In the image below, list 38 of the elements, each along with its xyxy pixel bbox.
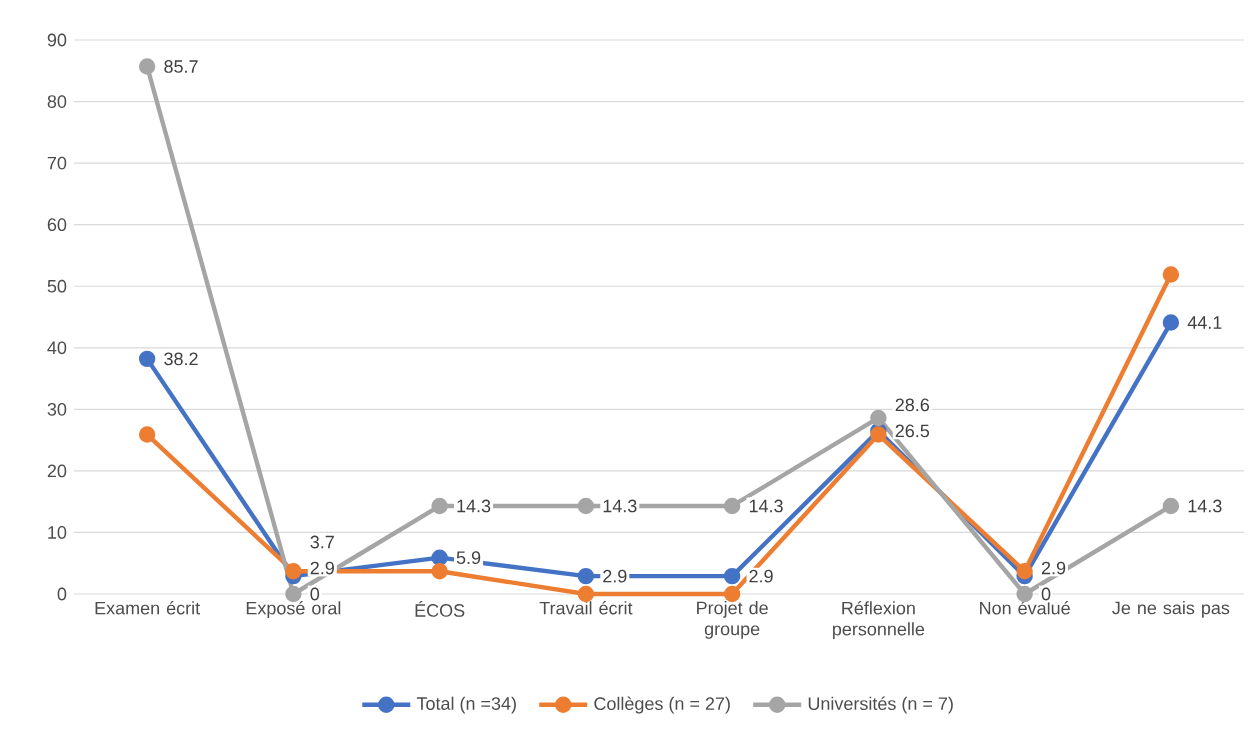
x-tick-label: ÉCOS [415, 601, 465, 617]
data-label: 14.3 [603, 499, 637, 513]
data-label: 3.7 [310, 535, 334, 549]
y-tick-label: 20 [47, 464, 67, 478]
data-label: 85.7 [164, 60, 198, 73]
y-tick-label: 10 [48, 526, 67, 539]
x-tick-label: Examen écrit [95, 601, 200, 615]
y-tick-label: 60 [47, 218, 67, 232]
y-tick-label: 30 [47, 402, 67, 416]
x-tick-label: Non évalué [980, 601, 1070, 615]
data-label: 38.2 [164, 352, 198, 366]
y-tick-label: 90 [47, 33, 67, 47]
y-tick-label: 40 [47, 341, 67, 355]
data-label: 2.9 [310, 561, 334, 575]
data-label: 2.9 [603, 569, 627, 583]
data-label: 14.3 [749, 499, 783, 513]
x-tick-label: Réflexion personnelle [833, 601, 925, 640]
y-tick-label: 50 [47, 279, 67, 293]
y-tick-label: 80 [47, 95, 67, 108]
y-tick-label: 0 [57, 587, 67, 601]
data-label: 26.5 [895, 424, 930, 438]
data-label: 2.9 [1041, 561, 1066, 575]
x-tick-label: Exposé oral [246, 601, 341, 619]
data-label: 5.9 [456, 551, 481, 565]
data-label: 0 [1041, 587, 1051, 601]
y-tick-label: 70 [47, 156, 67, 170]
legend-label: Collèges (n = 27) [594, 696, 730, 714]
data-label: 44.1 [1187, 316, 1222, 329]
legend-label: Total (n =34) [416, 696, 516, 714]
x-tick-label: Travail écrit [539, 601, 633, 615]
data-label: 14.3 [457, 499, 491, 513]
data-label: 14.3 [1188, 499, 1222, 513]
data-label: 2.9 [749, 569, 773, 583]
data-label: 28.6 [895, 398, 930, 412]
x-tick-label: Projet de groupe [697, 601, 768, 639]
legend-label: Universités (n = 7) [808, 696, 953, 714]
x-tick-label: Je ne sais pas [1112, 601, 1230, 618]
data-label: 0 [310, 587, 320, 601]
